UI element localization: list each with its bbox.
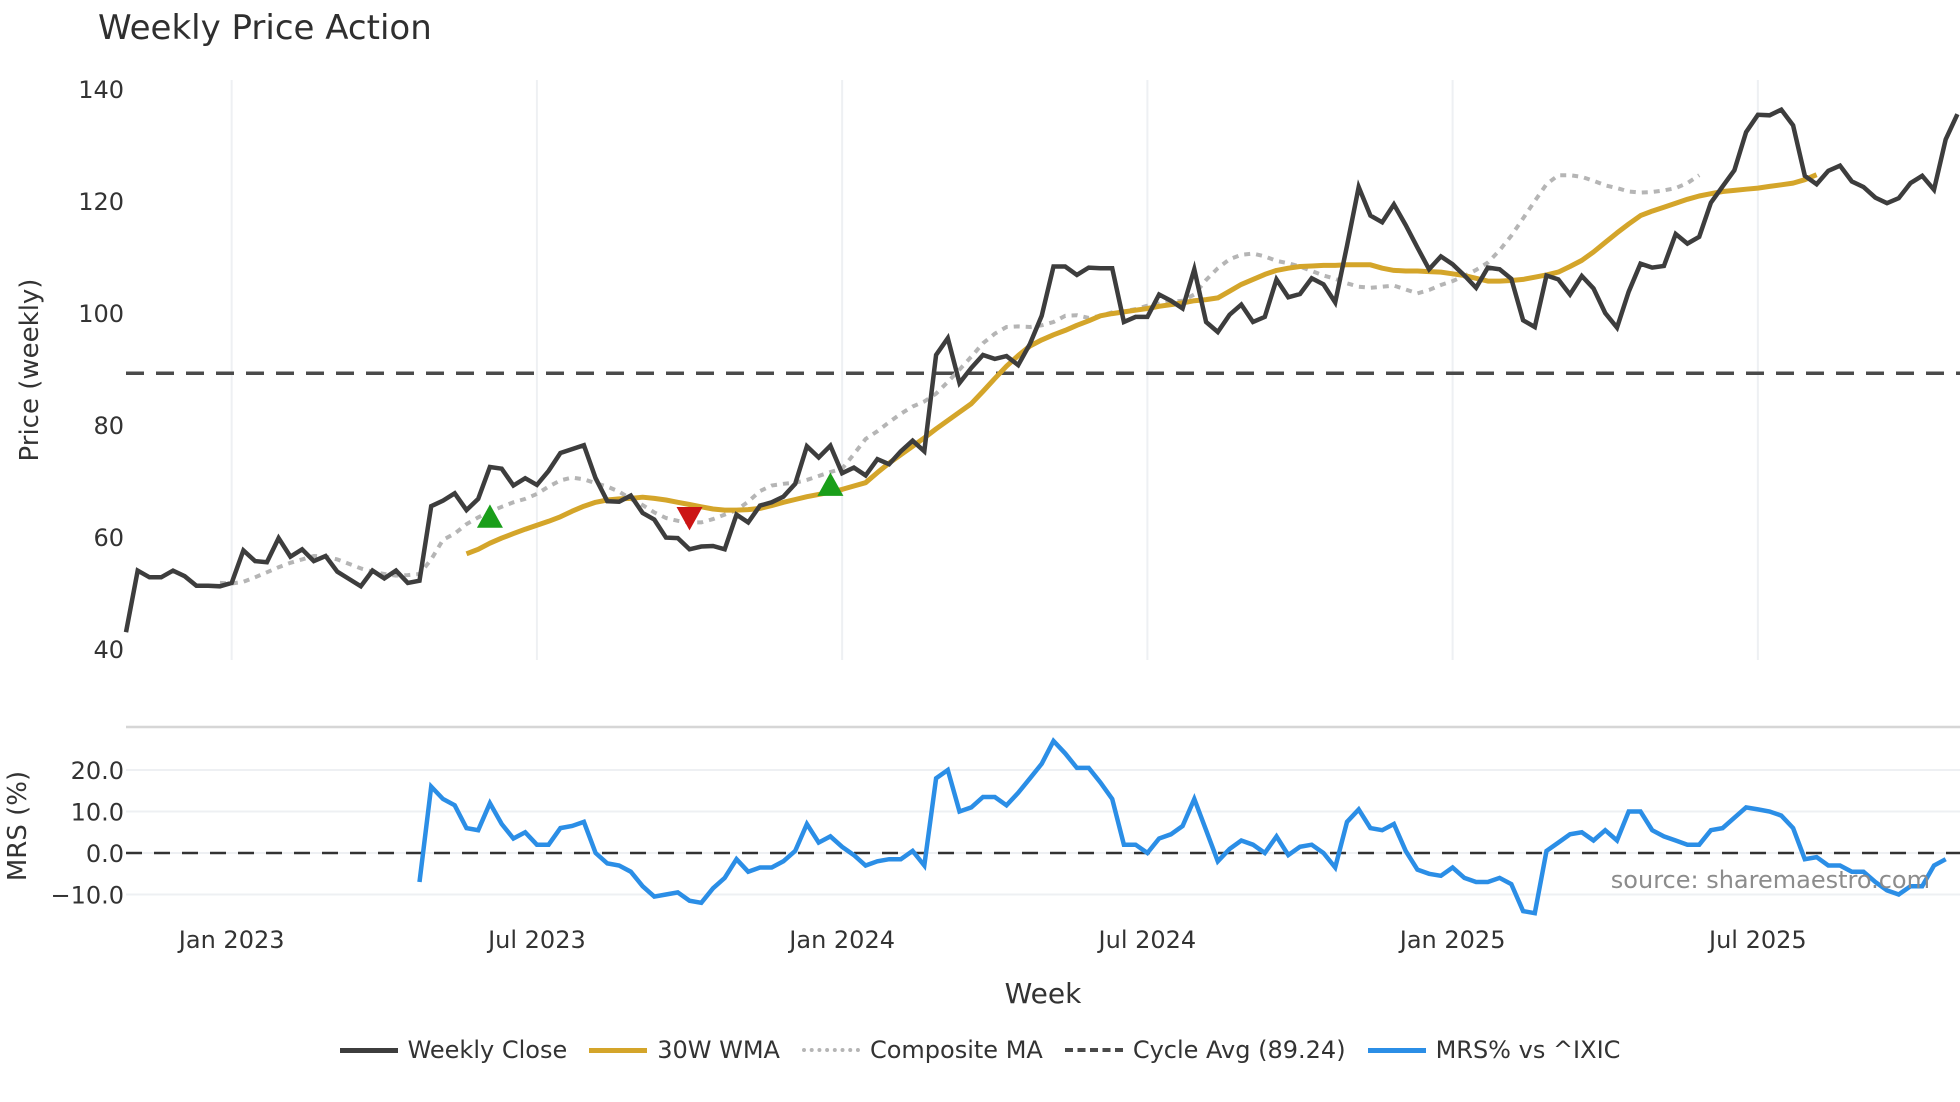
price-y-axis-label: Price (weekly) xyxy=(15,279,45,462)
y-tick-label: 120 xyxy=(78,188,124,216)
legend-label: Composite MA xyxy=(869,1036,1043,1064)
mrs-grid xyxy=(126,769,1960,896)
mrs-y-axis: −10.0 0.0 10.0 20.0 xyxy=(50,757,124,910)
sell-signal-triangle-down-icon xyxy=(676,507,703,531)
wma30-line xyxy=(465,172,1818,557)
composite-ma-line xyxy=(219,173,1701,586)
weekly-close-line xyxy=(123,106,1960,633)
y-tick-label: 100 xyxy=(78,300,124,328)
y-tick-label: −10.0 xyxy=(50,882,124,910)
mrs-y-axis-label: MRS (%) xyxy=(3,771,33,881)
source-watermark: source: sharemaestro.com xyxy=(1610,866,1930,894)
dashed-line-icon xyxy=(1064,1048,1123,1052)
y-tick-label: 0.0 xyxy=(86,840,124,868)
mrs-series-layer xyxy=(126,737,1960,916)
x-tick-label: Jan 2025 xyxy=(1398,926,1506,954)
legend: Weekly Close 30W WMA Composite MA Cycle … xyxy=(0,1036,1960,1064)
y-tick-label: 40 xyxy=(93,636,124,664)
legend-label: 30W WMA xyxy=(657,1036,780,1064)
x-axis: Jan 2023 Jul 2023 Jan 2024 Jul 2024 Jan 2025… xyxy=(177,926,1807,954)
solid-line-icon xyxy=(339,1047,398,1053)
x-tick-label: Jul 2025 xyxy=(1707,926,1807,954)
x-axis-label: Week xyxy=(1005,977,1082,1010)
y-tick-label: 20.0 xyxy=(71,757,124,785)
legend-item-weekly-close[interactable]: Weekly Close xyxy=(339,1036,568,1064)
legend-item-cycle-avg[interactable]: Cycle Avg (89.24) xyxy=(1064,1036,1346,1064)
y-tick-label: 140 xyxy=(78,76,124,104)
y-tick-label: 10.0 xyxy=(71,799,124,827)
solid-line-icon xyxy=(589,1047,648,1053)
buy-signal-triangle-up-icon xyxy=(476,504,503,528)
price-y-axis: 40 60 80 100 120 140 xyxy=(78,76,124,664)
x-tick-label: Jan 2023 xyxy=(177,926,285,954)
dotted-line-icon xyxy=(801,1048,860,1052)
legend-label: Cycle Avg (89.24) xyxy=(1132,1036,1346,1064)
chart-title: Weekly Price Action xyxy=(98,8,432,48)
solid-line-icon xyxy=(1367,1047,1426,1053)
price-grid xyxy=(230,80,1759,660)
legend-label: MRS% vs ^IXIC xyxy=(1435,1036,1621,1064)
legend-item-composite-ma[interactable]: Composite MA xyxy=(801,1036,1043,1064)
buy-signal-triangle-up-icon xyxy=(817,472,844,496)
y-tick-label: 60 xyxy=(93,524,124,552)
legend-item-30w-wma[interactable]: 30W WMA xyxy=(589,1036,780,1064)
legend-label: Weekly Close xyxy=(407,1036,568,1064)
x-tick-label: Jul 2024 xyxy=(1097,926,1197,954)
mrs-line xyxy=(417,737,1947,916)
y-tick-label: 80 xyxy=(93,412,124,440)
x-tick-label: Jan 2024 xyxy=(787,926,895,954)
price-series-layer xyxy=(123,106,1960,633)
x-tick-label: Jul 2023 xyxy=(486,926,586,954)
legend-item-mrs[interactable]: MRS% vs ^IXIC xyxy=(1367,1036,1621,1064)
